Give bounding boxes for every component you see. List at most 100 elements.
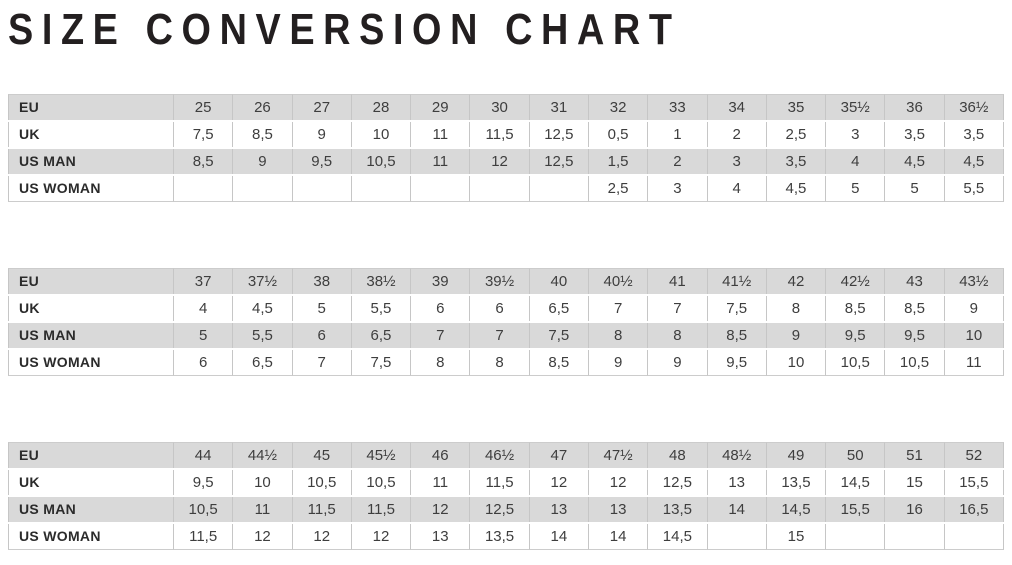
size-cell: 7 — [411, 323, 471, 348]
size-cell: 15,5 — [944, 470, 1004, 495]
size-cell: 11 — [411, 470, 471, 495]
table-row-us-man: US MAN 5 5,5 6 6,5 7 7 7,5 8 8 8,5 9 9,5 9,5 10 — [8, 323, 1004, 348]
size-cell: 12 — [411, 497, 471, 522]
size-cell: 36½ — [944, 94, 1004, 120]
size-cell: 10 — [766, 350, 827, 376]
size-cell: 14 — [588, 524, 649, 550]
size-cell: 52 — [944, 442, 1004, 468]
size-cell: 3,5 — [885, 122, 945, 147]
size-cell: 12,5 — [470, 497, 530, 522]
size-cell: 34 — [707, 94, 767, 120]
size-cell: 9 — [648, 350, 708, 376]
size-conversion-table-3: EU 44 44½ 45 45½ 46 46½ 47 47½ 48 48½ 49 50 51 52 UK 9,5… — [8, 440, 1004, 552]
size-cell: 7,5 — [529, 323, 589, 348]
table-row-us-man: US MAN 8,5 9 9,5 10,5 11 12 12,5 1,5 2 3 3,5 4 4,5 4,5 — [8, 149, 1004, 174]
size-cell: 6,5 — [351, 323, 412, 348]
size-cell: 4,5 — [233, 296, 293, 321]
size-cell: 30 — [470, 94, 530, 120]
size-cell: 0,5 — [588, 122, 649, 147]
size-cell: 10,5 — [292, 470, 352, 495]
size-cell: 2 — [648, 149, 708, 174]
row-label: US WOMAN — [8, 524, 174, 550]
size-cell: 45½ — [351, 442, 412, 468]
size-cell: 12 — [292, 524, 352, 550]
size-cell: 41 — [648, 268, 708, 294]
size-cell: 46 — [411, 442, 471, 468]
size-cell: 8 — [470, 350, 530, 376]
size-cell: 14,5 — [648, 524, 708, 550]
size-cell: 44 — [174, 442, 234, 468]
row-label: EU — [8, 268, 174, 294]
size-cell: 8,5 — [174, 149, 234, 174]
row-label: US WOMAN — [8, 350, 174, 376]
size-cell: 15 — [885, 470, 945, 495]
size-conversion-table-2: EU 37 37½ 38 38½ 39 39½ 40 40½ 41 41½ 42 42½ 43 43½ UK 4… — [8, 266, 1004, 378]
size-cell: 5 — [174, 323, 234, 348]
size-cell: 32 — [588, 94, 649, 120]
size-cell: 28 — [351, 94, 412, 120]
size-cell: 3 — [648, 176, 708, 202]
size-cell: 33 — [648, 94, 708, 120]
size-cell — [233, 176, 293, 202]
row-label: US WOMAN — [8, 176, 174, 202]
size-cell: 10 — [351, 122, 412, 147]
size-cell: 1 — [648, 122, 708, 147]
size-cell: 11 — [233, 497, 293, 522]
size-cell: 6 — [174, 350, 234, 376]
size-cell: 9,5 — [826, 323, 886, 348]
conversion-tables-container: EU 25 26 27 28 29 30 31 32 33 34 35 35½ 36 36½ UK 7,5 8,5… — [8, 92, 1004, 552]
size-cell: 9,5 — [174, 470, 234, 495]
size-cell: 49 — [766, 442, 827, 468]
size-cell: 5,5 — [944, 176, 1004, 202]
size-cell: 42½ — [826, 268, 886, 294]
size-cell: 3,5 — [944, 122, 1004, 147]
size-cell: 43 — [885, 268, 945, 294]
size-cell: 11,5 — [470, 122, 530, 147]
size-cell: 4,5 — [944, 149, 1004, 174]
size-cell — [707, 524, 767, 550]
size-cell — [411, 176, 471, 202]
size-cell — [885, 524, 945, 550]
size-cell: 11,5 — [174, 524, 234, 550]
table-row-us-woman: US WOMAN 6 6,5 7 7,5 8 8 8,5 9 9 9,5 10 10,5 10,5 11 — [8, 350, 1004, 376]
size-cell: 37½ — [233, 268, 293, 294]
table-row-uk: UK 4 4,5 5 5,5 6 6 6,5 7 7 7,5 8 8,5 8,5 9 — [8, 296, 1004, 321]
page-title: SIZE CONVERSION CHART — [8, 5, 681, 54]
size-cell: 5,5 — [233, 323, 293, 348]
size-cell: 3,5 — [766, 149, 827, 174]
size-cell: 48½ — [707, 442, 767, 468]
size-cell — [529, 176, 589, 202]
size-cell: 37 — [174, 268, 234, 294]
size-cell: 38½ — [351, 268, 412, 294]
size-cell: 13,5 — [470, 524, 530, 550]
row-label: US MAN — [8, 149, 174, 174]
size-cell: 12,5 — [529, 122, 589, 147]
row-label: UK — [8, 296, 174, 321]
row-label: UK — [8, 122, 174, 147]
size-cell: 11 — [411, 149, 471, 174]
table-row-eu: EU 37 37½ 38 38½ 39 39½ 40 40½ 41 41½ 42 42½ 43 43½ — [8, 268, 1004, 294]
row-label: US MAN — [8, 497, 174, 522]
size-cell: 7 — [292, 350, 352, 376]
table-row-us-woman: US WOMAN 11,5 12 12 12 13 13,5 14 14 14,5 15 — [8, 524, 1004, 550]
row-label: EU — [8, 94, 174, 120]
size-cell: 48 — [648, 442, 708, 468]
size-cell: 11,5 — [351, 497, 412, 522]
size-cell: 11,5 — [292, 497, 352, 522]
size-cell: 6,5 — [233, 350, 293, 376]
size-cell: 40½ — [588, 268, 649, 294]
size-cell: 4 — [826, 149, 886, 174]
size-cell: 7 — [648, 296, 708, 321]
size-cell: 6 — [470, 296, 530, 321]
size-cell — [292, 176, 352, 202]
size-cell: 6 — [411, 296, 471, 321]
size-cell: 8 — [766, 296, 827, 321]
size-cell: 8,5 — [233, 122, 293, 147]
size-cell — [944, 524, 1004, 550]
table-row-us-man: US MAN 10,5 11 11,5 11,5 12 12,5 13 13 13,5 14 14,5… — [8, 497, 1004, 522]
size-cell — [351, 176, 412, 202]
size-cell: 29 — [411, 94, 471, 120]
size-cell: 3 — [707, 149, 767, 174]
size-cell: 13 — [707, 470, 767, 495]
size-cell: 14,5 — [826, 470, 886, 495]
